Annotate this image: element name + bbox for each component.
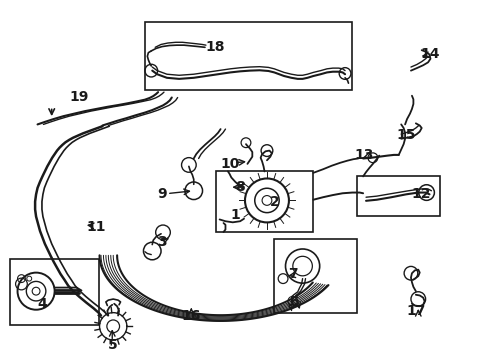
Text: 16: 16	[182, 309, 201, 323]
Text: 3: 3	[157, 235, 167, 249]
Bar	[216, 171, 313, 232]
Text: 13: 13	[355, 148, 374, 162]
Bar	[10, 259, 98, 325]
Text: 5: 5	[108, 338, 118, 352]
Text: 10: 10	[220, 157, 240, 171]
Text: 4: 4	[38, 297, 48, 311]
Text: 6: 6	[289, 295, 298, 309]
Text: 2: 2	[270, 195, 279, 209]
Bar	[274, 239, 357, 313]
Text: 14: 14	[421, 47, 440, 61]
Text: 1: 1	[230, 208, 240, 222]
Text: 12: 12	[411, 187, 431, 201]
Text: 7: 7	[288, 267, 297, 281]
Text: 18: 18	[205, 40, 224, 54]
Text: 15: 15	[396, 128, 416, 142]
Text: 11: 11	[86, 220, 106, 234]
Bar	[357, 176, 440, 216]
Text: 17: 17	[406, 304, 425, 318]
Text: 19: 19	[70, 90, 89, 104]
Text: 9: 9	[157, 186, 167, 201]
Text: 8: 8	[235, 180, 245, 194]
Bar	[145, 22, 352, 90]
